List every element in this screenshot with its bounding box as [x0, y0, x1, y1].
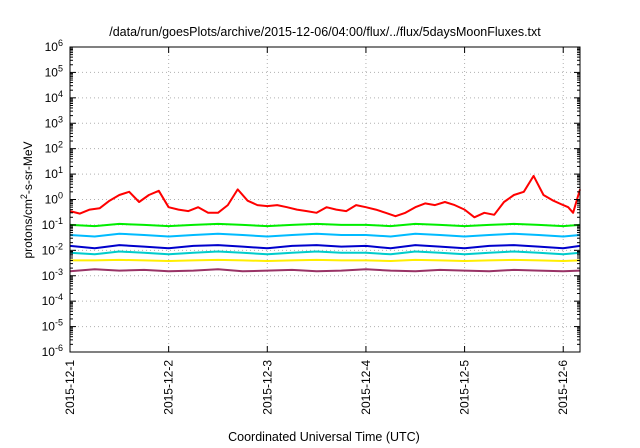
y-tick-label: 10-2	[42, 241, 63, 257]
y-tick-label: 105	[45, 63, 63, 79]
series-line-4	[69, 244, 581, 250]
series-line-6	[70, 258, 581, 262]
x-tick-label: 2015-12-3	[260, 360, 274, 415]
series-line-1	[69, 174, 581, 219]
series-line-2	[69, 222, 581, 228]
y-tick-exp: 1	[58, 165, 63, 175]
y-tick-base: 10	[45, 91, 59, 105]
y-tick-base: 10	[45, 65, 59, 79]
y-tick-exp: 3	[58, 114, 63, 124]
y-tick-base: 10	[45, 40, 59, 54]
y-tick-exp: 6	[58, 38, 63, 48]
x-tick-label: 2015-12-5	[458, 360, 472, 415]
y-tick-label: 10-1	[42, 216, 63, 232]
y-axis-label-base: protons/cm	[21, 199, 35, 258]
series-line-5	[69, 250, 581, 256]
y-tick-label: 104	[45, 89, 63, 105]
y-tick-base: 10	[42, 345, 56, 359]
x-tick-labels: 2015-12-1 2015-12-2 2015-12-3 2015-12-4 2015…	[63, 360, 570, 415]
y-tick-exp: -4	[55, 292, 63, 302]
x-axis-label: Coordinated Universal Time (UTC)	[228, 430, 420, 444]
y-tick-base: 10	[45, 142, 59, 156]
y-tick-base: 10	[45, 116, 59, 130]
y-tick-base: 10	[45, 193, 59, 207]
y-tick-exp: -1	[55, 216, 63, 226]
x-tick-label: 2015-12-1	[63, 360, 77, 415]
y-tick-label: 100	[45, 191, 63, 207]
y-tick-exp: 2	[58, 140, 63, 150]
y-axis-label-rest: -s-sr-MeV	[21, 141, 35, 194]
chart-title: /data/run/goesPlots/archive/2015-12-06/0…	[109, 25, 541, 39]
y-tick-label: 10-6	[42, 343, 63, 359]
series-line-7	[69, 268, 581, 273]
y-tick-label: 101	[45, 165, 63, 181]
y-tick-base: 10	[45, 167, 59, 181]
y-tick-base: 10	[42, 243, 56, 257]
y-tick-label: 102	[45, 140, 63, 156]
y-tick-exp: 0	[58, 191, 63, 201]
y-axis-label-sup: 2	[19, 194, 29, 199]
y-tick-label: 10-3	[42, 267, 63, 283]
y-tick-base: 10	[42, 269, 56, 283]
y-axis-label: protons/cm2-s-sr-MeV	[19, 141, 35, 258]
y-tick-exp: -2	[55, 241, 63, 251]
y-tick-base: 10	[42, 218, 56, 232]
y-tick-label: 103	[45, 114, 63, 130]
y-tick-base: 10	[42, 294, 56, 308]
y-tick-exp: -3	[55, 267, 63, 277]
series-layer	[69, 174, 581, 273]
y-tick-exp: 5	[58, 63, 63, 73]
y-tick-labels: 10-610-510-410-310-210-11001011021031041…	[42, 38, 63, 359]
tick-marks	[69, 46, 580, 353]
y-tick-label: 106	[45, 38, 63, 54]
x-tick-label: 2015-12-2	[162, 360, 176, 415]
y-tick-exp: -5	[55, 318, 63, 328]
x-tick-label: 2015-12-4	[359, 360, 373, 415]
y-tick-exp: -6	[55, 343, 63, 353]
x-tick-label: 2015-12-6	[556, 360, 570, 415]
y-tick-label: 10-4	[42, 292, 63, 308]
y-tick-label: 10-5	[42, 318, 63, 334]
y-tick-base: 10	[42, 320, 56, 334]
y-tick-exp: 4	[58, 89, 63, 99]
series-line-3	[69, 232, 581, 238]
grid-lines	[70, 47, 580, 352]
